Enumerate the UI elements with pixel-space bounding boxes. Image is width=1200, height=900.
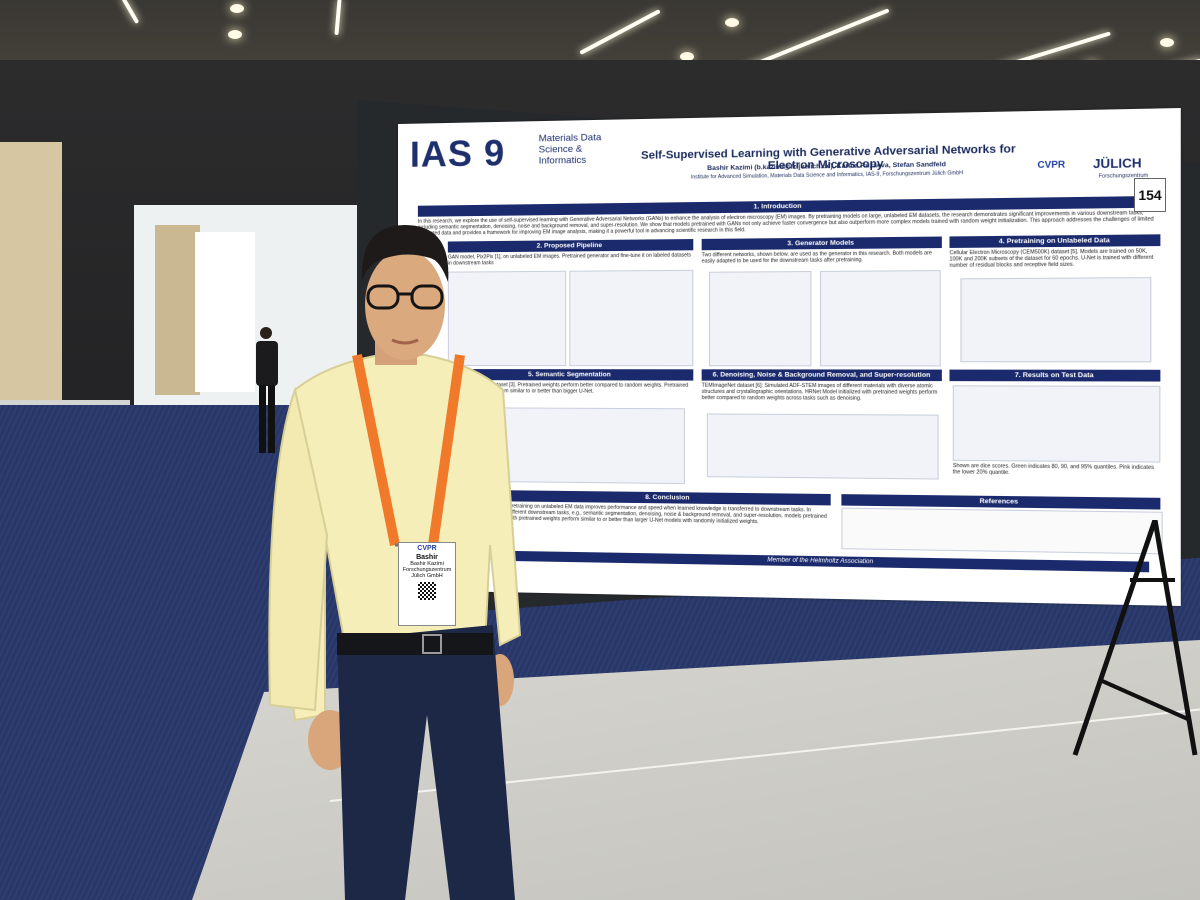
- ceiling-spotlight: [230, 4, 244, 13]
- ceiling-spotlight: [1160, 38, 1174, 47]
- section-title: 3. Generator Models: [702, 237, 942, 251]
- ceiling-light: [334, 0, 341, 35]
- badge-qr-code: [418, 582, 436, 600]
- poster-footer: Member of the Helmholtz Association: [508, 551, 1149, 572]
- ias-logo-subtitle: Materials Data Science & Informatics: [539, 131, 631, 166]
- section-text: Two different networks, shown below, are…: [702, 250, 942, 267]
- ceiling-spotlight: [725, 18, 739, 27]
- section-text: Pretraining on unlabeled EM data improve…: [508, 503, 830, 544]
- hrnet-figure: [820, 270, 941, 366]
- name-badge: CVPR Bashir Bashir Kazimi Forschungszent…: [398, 542, 456, 626]
- section-text: Shown are dice scores. Green indicates 8…: [953, 463, 1158, 484]
- badge-affiliation: Forschungszentrum Jülich GmbH: [399, 567, 455, 579]
- ceiling-light: [121, 0, 139, 24]
- section-title: 6. Denoising, Noise & Background Removal…: [702, 369, 942, 381]
- section-text: TEMImageNet dataset [6]: Simulated ADF-S…: [702, 383, 942, 411]
- cvpr-logo: CVPR: [1037, 159, 1065, 170]
- pretraining-loss-chart: [960, 277, 1151, 362]
- presenter-head: [350, 220, 460, 380]
- ceiling-light: [579, 9, 660, 55]
- easel-stand: [1070, 520, 1200, 760]
- section-text: Cellular Electron Microscopy (CEM500K) d…: [949, 248, 1160, 273]
- julich-logo: JÜLICH: [1093, 156, 1142, 172]
- ceiling-spotlight: [228, 30, 242, 39]
- section-title: 7. Results on Test Data: [949, 370, 1160, 382]
- unet-figure: [709, 271, 811, 366]
- section-title: 4. Pretraining on Unlabeled Data: [949, 234, 1160, 248]
- denoising-charts: [707, 413, 939, 479]
- corridor-wall: [155, 225, 200, 395]
- ias-logo: IAS 9: [410, 132, 505, 176]
- wall-panels: [0, 142, 62, 402]
- section-title: References: [841, 494, 1160, 509]
- badge-first-name: Bashir: [399, 554, 455, 561]
- badge-event: CVPR: [399, 545, 455, 552]
- finetune-figure: [569, 270, 693, 366]
- corridor-window: [195, 232, 255, 392]
- results-table: [953, 385, 1161, 462]
- poster-number-label: 154: [1134, 178, 1166, 212]
